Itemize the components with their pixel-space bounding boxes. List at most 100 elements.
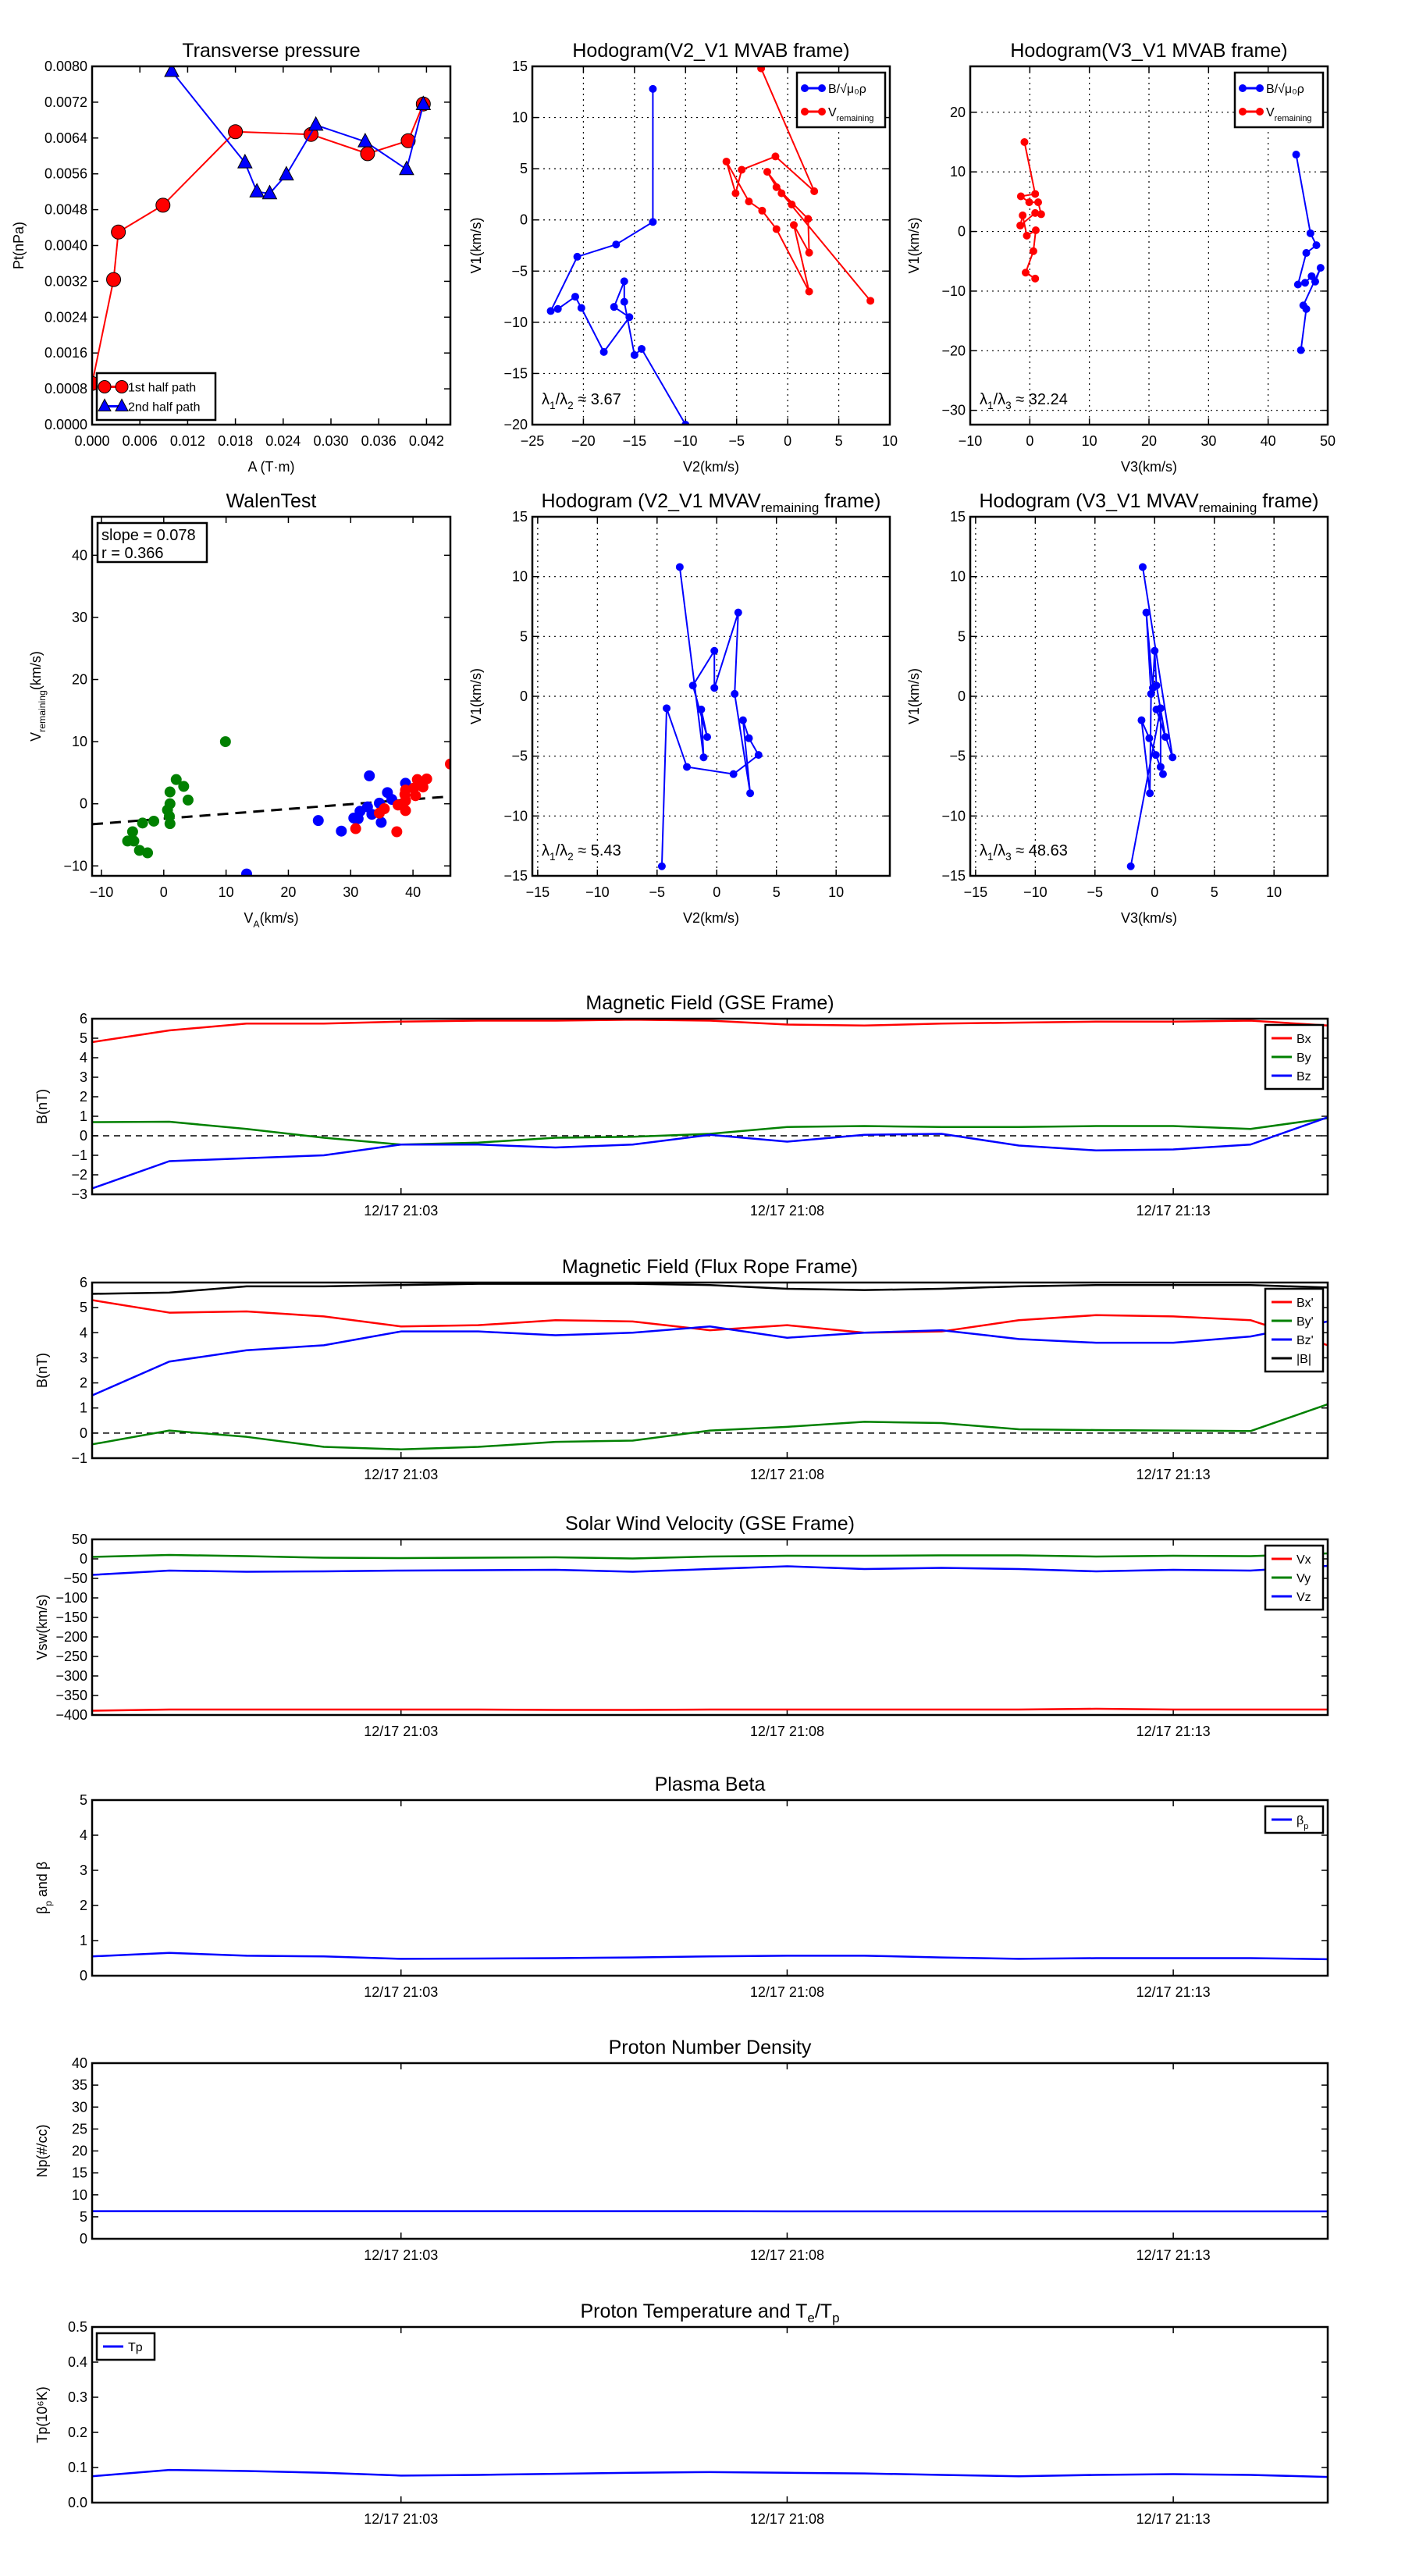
circle-marker (1029, 247, 1037, 255)
chart-title: Hodogram(V3_V1 MVAB frame) (1010, 40, 1287, 62)
y-tick-label: 0 (958, 688, 966, 704)
legend-label: Bz' (1297, 1334, 1314, 1347)
circle-marker (630, 350, 638, 359)
eigenvalue-ratio-label: λ1/λ3 ≈ 48.63 (980, 842, 1068, 863)
legend-item: By (1272, 1051, 1311, 1065)
text-part: = 0.366 (107, 545, 164, 562)
circle-marker (1031, 190, 1040, 198)
x-tick-label: −5 (728, 433, 745, 449)
chart-title: Magnetic Field (GSE Frame) (585, 992, 834, 1014)
x-tick-label: 20 (280, 884, 296, 900)
y-axis-label: βp and β (34, 1862, 54, 1915)
y-tick-label: 10 (950, 164, 966, 180)
y-tick-label: 0 (958, 224, 966, 240)
circle-marker (777, 189, 786, 197)
legend-item: Vz (1272, 1591, 1311, 1604)
text-part: ≈ 32.24 (1012, 391, 1068, 408)
legend-label: Vremaining (828, 106, 873, 123)
circle-marker (1031, 226, 1040, 235)
series-line (1129, 567, 1174, 866)
x-tick-label: 0.024 (265, 433, 301, 449)
circle-marker (772, 225, 781, 233)
circle-marker (1147, 689, 1155, 698)
eigenvalue-ratio-label: λ1/λ3 ≈ 32.24 (980, 391, 1068, 411)
y-tick-label: 1 (80, 1933, 87, 1948)
text-part: μ₀ρ (847, 83, 866, 96)
x-tick-label: 0.030 (313, 433, 348, 449)
series-1 (722, 66, 875, 305)
chart-proton-temperature: 12/17 21:03 12/17 21:08 12/17 21:13 0.0 0.1 0… (34, 2300, 1329, 2527)
text-part: V (244, 910, 253, 926)
circle-marker (1256, 84, 1264, 92)
y-tick-label: 0.0008 (44, 381, 87, 397)
text-part: Hodogram (V3_V1 MVAV (980, 490, 1199, 512)
circle-marker (375, 817, 387, 828)
chart-magnetic-field-gse: 12/17 21:03 12/17 21:08 12/17 21:13 −3 −2 −1 0… (34, 992, 1329, 1219)
series-0 (92, 1952, 1328, 1961)
text-part: β (1297, 1814, 1304, 1827)
x-tick-label: 12/17 21:08 (750, 1203, 824, 1219)
y-tick-label: 0 (80, 796, 87, 812)
y-tick-label: 10 (512, 569, 528, 585)
circle-marker (683, 763, 692, 771)
circle-marker (1297, 346, 1305, 354)
plot-frame (91, 1281, 1329, 1460)
x-tick-label: −15 (526, 884, 550, 900)
legend: B/√μ₀ρ Vremaining (1233, 71, 1325, 129)
chart-title: Proton Temperature and Te/Tp (580, 2300, 839, 2325)
x-tick-label: 30 (343, 884, 358, 900)
x-tick-label: 12/17 21:08 (750, 1724, 824, 1739)
y-tick-label: 0 (80, 1128, 87, 1144)
x-axis-label: V3(km/s) (1121, 910, 1177, 926)
x-tick-label: 12/17 21:03 (364, 2247, 438, 2263)
circle-marker (810, 187, 819, 195)
series-1 (1016, 137, 1045, 283)
circle-marker (126, 826, 138, 838)
series-0 (657, 563, 763, 870)
x-tick-label: 0 (1151, 884, 1158, 900)
x-tick-label: 0 (713, 884, 720, 900)
circle-marker (649, 84, 657, 93)
y-tick-label: 40 (72, 547, 87, 563)
x-tick-label: 40 (405, 884, 421, 900)
circle-marker (703, 733, 712, 742)
plot-frame (91, 1799, 1329, 1977)
circle-marker (445, 758, 450, 770)
circle-marker (240, 868, 252, 876)
x-tick-label: 0 (1026, 433, 1033, 449)
plot-frame (91, 65, 452, 426)
legend-item: Vy (1272, 1572, 1311, 1585)
circle-marker (1256, 108, 1264, 116)
x-tick-label: 12/17 21:08 (750, 1467, 824, 1482)
legend-item: Bz' (1272, 1334, 1314, 1347)
chart-title: Hodogram (V2_V1 MVAVremaining frame) (542, 490, 881, 515)
plot-frame (969, 515, 1329, 877)
circle-marker (1316, 264, 1325, 272)
circle-marker (638, 344, 646, 353)
y-axis-label: V1(km/s) (906, 218, 922, 274)
circle-marker (360, 146, 375, 162)
text-part: V (1266, 106, 1275, 119)
y-tick-label: −20 (503, 417, 528, 432)
x-tick-label: −10 (90, 884, 114, 900)
x-tick-label: −25 (521, 433, 545, 449)
plot-frame (531, 515, 891, 877)
x-tick-label: 50 (1320, 433, 1336, 449)
y-tick-label: 0.0000 (44, 417, 87, 432)
circle-marker (805, 287, 813, 296)
plot-frame (91, 1538, 1329, 1717)
circle-marker (1142, 608, 1151, 617)
legend-label: Vy (1297, 1572, 1311, 1585)
legend: βp (1264, 1805, 1325, 1834)
y-tick-label: 0.0024 (44, 309, 87, 325)
y-tick-label: −15 (941, 868, 966, 884)
triangle-marker (399, 160, 414, 176)
legend-label: Vx (1297, 1553, 1311, 1567)
y-tick-label: 20 (72, 672, 87, 688)
x-tick-label: −10 (959, 433, 983, 449)
chart-title: Hodogram(V2_V1 MVAB frame) (572, 40, 849, 62)
series-0 (92, 1299, 1328, 1347)
circle-marker (1126, 862, 1135, 870)
circle-marker (722, 157, 731, 165)
y-tick-label: 2 (80, 1375, 87, 1391)
